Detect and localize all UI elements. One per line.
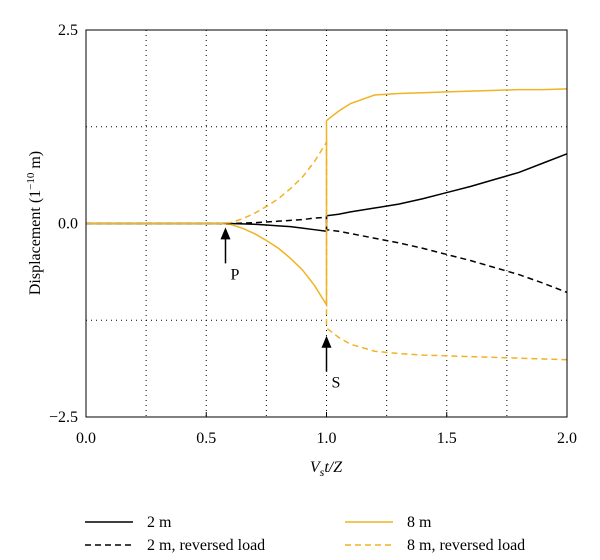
x-label-sub: s	[320, 465, 325, 479]
legend-label: 2 m	[147, 514, 172, 531]
series-line	[86, 139, 568, 361]
arrow-head	[321, 335, 332, 348]
y-label-main: Displacement (1	[27, 190, 44, 295]
plot-frame	[85, 29, 568, 418]
arrow-head	[220, 227, 231, 240]
series-line	[86, 216, 568, 294]
y-tick-label: −2.5	[49, 409, 78, 426]
x-label-main: V	[310, 459, 322, 476]
y-label-rest: m)	[27, 151, 44, 173]
x-label-rest: t/Z	[324, 459, 343, 476]
annotation: P	[230, 266, 239, 283]
x-axis-label: Vst/Z	[310, 459, 343, 479]
x-tick-label: 0.5	[196, 430, 216, 447]
y-label-sup: −10	[25, 172, 37, 190]
legend-label: 2 m, reversed load	[147, 537, 265, 554]
y-axis-label: Displacement (1−10 m)	[25, 151, 44, 295]
legend-label: 8 m, reversed load	[407, 537, 525, 554]
x-tick-label: 0.0	[76, 430, 96, 447]
y-tick-label: 0.0	[58, 216, 78, 233]
annotation: S	[332, 375, 341, 392]
x-tick-label: 1.5	[437, 430, 457, 447]
y-tick-label: 2.5	[58, 22, 78, 39]
x-tick-label: 1.0	[317, 430, 337, 447]
x-tick-label: 2.0	[557, 430, 577, 447]
legend-label: 8 m	[407, 514, 432, 531]
